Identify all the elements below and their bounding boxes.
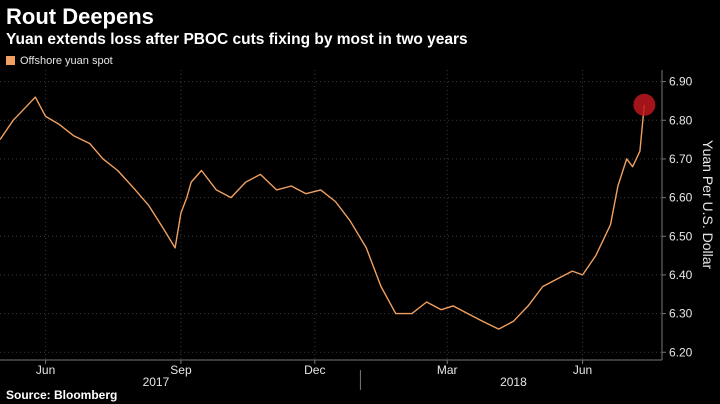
y-tick-label-2: 6.40 bbox=[669, 268, 693, 282]
y-tick-label-1: 6.30 bbox=[669, 307, 693, 321]
x-tick-label-4: Jun bbox=[573, 363, 592, 377]
y-tick-label-3: 6.50 bbox=[669, 229, 693, 243]
x-tick-label-0: Jun bbox=[36, 363, 55, 377]
gridlines bbox=[0, 70, 662, 360]
chart-subtitle: Yuan extends loss after PBOC cuts fixing… bbox=[6, 31, 468, 48]
year-label-0: 2017 bbox=[143, 375, 170, 389]
x-tick-label-2: Dec bbox=[304, 363, 325, 377]
source-note: Source: Bloomberg bbox=[6, 388, 117, 402]
y-tick-labels: 6.20 6.30 6.40 6.50 6.60 6.70 6.80 6.90 bbox=[669, 75, 693, 360]
y-tick-label-7: 6.90 bbox=[669, 75, 693, 89]
y-tick-label-0: 6.20 bbox=[669, 345, 693, 359]
x-tick-label-1: Sep bbox=[170, 363, 192, 377]
x-tick-label-3: Mar bbox=[437, 363, 458, 377]
axes bbox=[0, 70, 666, 390]
y-tick-label-4: 6.60 bbox=[669, 191, 693, 205]
legend-label: Offshore yuan spot bbox=[20, 55, 113, 67]
highlight-layer bbox=[633, 93, 656, 116]
year-label-1: 2018 bbox=[500, 375, 527, 389]
x-tick-labels: Jun Sep Dec Mar Jun 2017 2018 bbox=[36, 363, 592, 389]
series-lines bbox=[0, 96, 645, 330]
legend-swatch bbox=[6, 56, 15, 65]
chart-title: Rout Deepens bbox=[6, 4, 154, 29]
y-axis-label: Yuan Per U.S. Dollar bbox=[700, 140, 716, 270]
y-tick-label-5: 6.70 bbox=[669, 152, 693, 166]
series-line-0 bbox=[0, 96, 645, 330]
highlight-marker bbox=[633, 93, 656, 116]
y-tick-label-6: 6.80 bbox=[669, 113, 693, 127]
